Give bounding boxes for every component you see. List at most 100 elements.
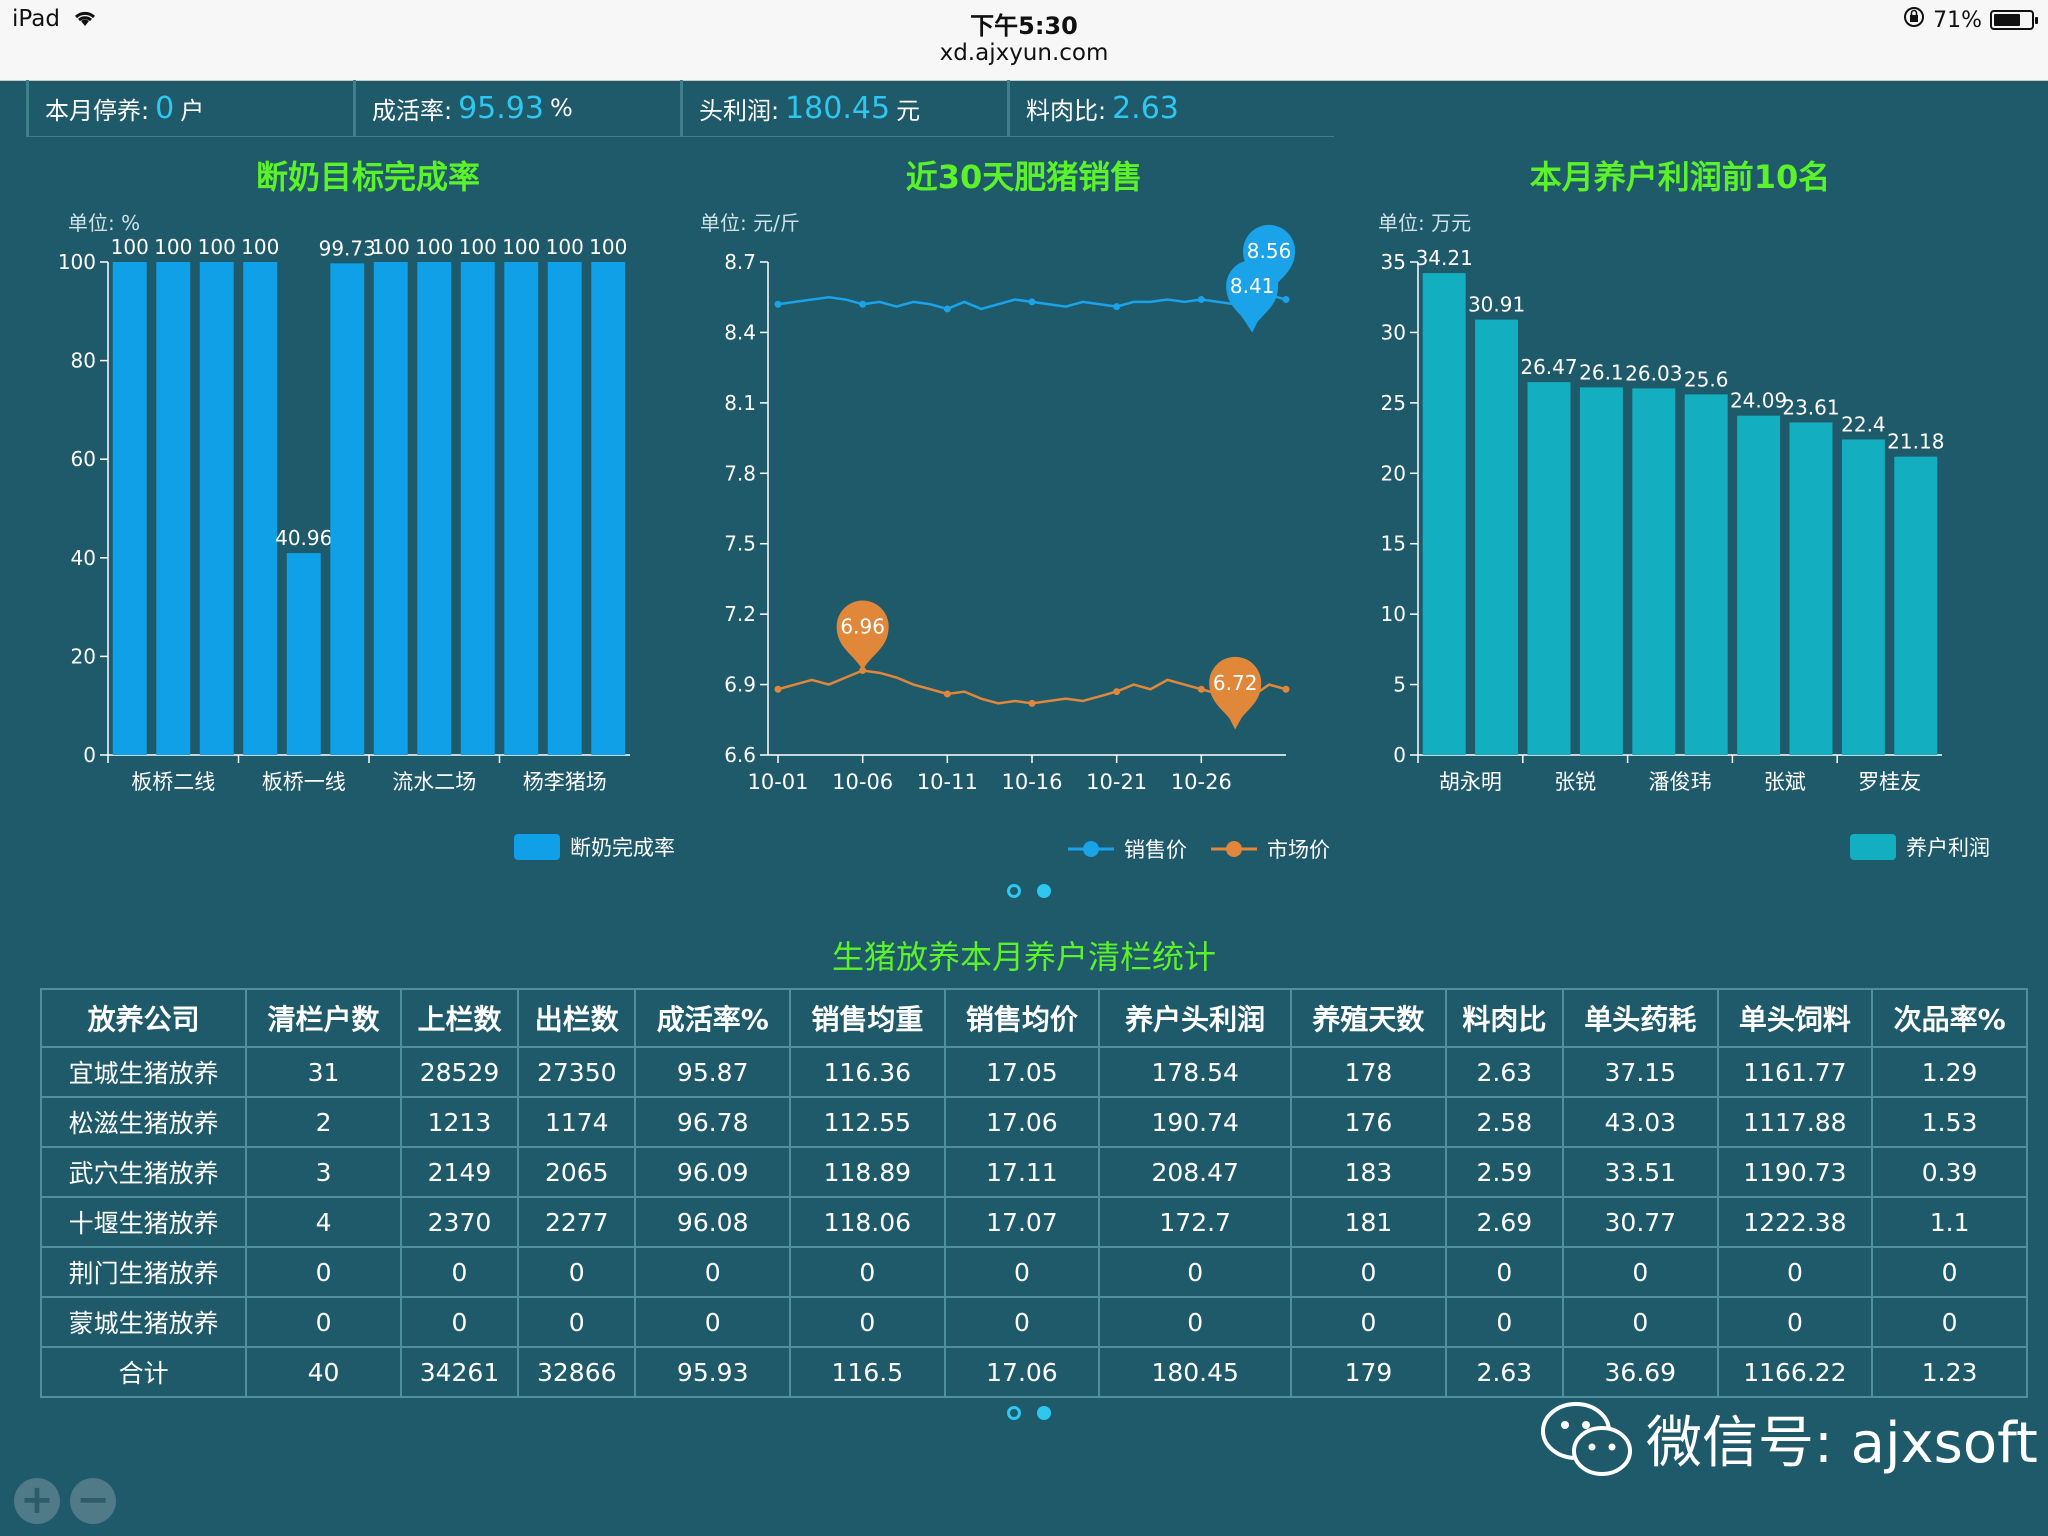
bar-value-label: 26.1: [1579, 360, 1624, 384]
status-right: 71%: [1903, 6, 2038, 34]
stat-label: 料肉比:: [1026, 96, 1107, 125]
table-header-row: 放养公司 清栏户数 上栏数 出栏数 成活率% 销售均重 销售均价 养户头利润 养殖天数 料肉比 单头…: [39, 988, 2028, 1048]
table-cell: 0: [517, 1246, 637, 1298]
weaning-chart-title: 断奶目标完成率: [255, 158, 480, 196]
x-tick-label: 张锐: [1554, 770, 1596, 794]
bar-value-label: 23.61: [1782, 395, 1839, 419]
y-tick-label: 10: [1381, 602, 1406, 626]
bar: [243, 262, 278, 755]
column-header: 上栏数: [399, 988, 520, 1048]
stat-stopped: 本月停养: 0 户: [26, 80, 353, 136]
bar: [112, 262, 147, 755]
carousel-dot-1[interactable]: [1007, 1406, 1021, 1420]
column-header: 出栏数: [517, 988, 637, 1048]
stat-unit: %: [549, 94, 573, 122]
table-cell: 32866: [517, 1346, 637, 1398]
address-bar-url[interactable]: xd.ajxyun.com: [939, 40, 1109, 66]
table-cell: 2: [245, 1096, 402, 1148]
table-cell: 0: [634, 1246, 792, 1298]
marker-pin-label: 8.41: [1230, 274, 1275, 298]
bar: [1632, 388, 1676, 755]
table-cell: 17.07: [943, 1196, 1101, 1248]
bar-value-label: 25.6: [1684, 367, 1729, 391]
watermark-text: 微信号: ajxsoft: [1646, 1411, 2038, 1476]
table-cell: 30.77: [1562, 1196, 1719, 1248]
series-point: [774, 300, 782, 308]
x-tick-label: 潘俊玮: [1649, 770, 1712, 794]
bar: [373, 262, 408, 755]
bar: [1737, 415, 1781, 755]
y-tick-label: 8.7: [724, 250, 756, 274]
sales-legend[interactable]: 销售价 市场价: [1068, 834, 1330, 864]
table-cell: 180.45: [1098, 1346, 1293, 1398]
column-header: 销售均价: [943, 988, 1101, 1048]
table-cell: 28529: [399, 1046, 520, 1098]
table-cell: 1.23: [1871, 1346, 2028, 1398]
y-tick-label: 35: [1381, 250, 1406, 274]
bar-value-label: 100: [589, 235, 627, 259]
series-point: [1197, 296, 1205, 304]
stat-label: 本月停养:: [45, 96, 150, 125]
bar: [1894, 456, 1938, 755]
table-cell: 2.58: [1444, 1096, 1565, 1148]
device-name: iPad: [12, 6, 60, 32]
table-carousel-dots[interactable]: [1007, 1406, 1051, 1420]
x-tick-label: 10-11: [917, 770, 978, 794]
legend-label: 销售价: [1124, 838, 1187, 862]
y-tick-label: 8.4: [724, 320, 756, 344]
table-cell: 十堰生猪放养: [39, 1196, 248, 1248]
stat-feed-ratio: 料肉比: 2.63: [1007, 80, 1334, 136]
bar-value-label: 100: [546, 235, 584, 259]
table-cell: 96.08: [634, 1196, 792, 1248]
table-cell: 95.93: [634, 1346, 792, 1398]
zoom-out-button[interactable]: −: [70, 1478, 116, 1524]
series-point: [859, 300, 867, 308]
carousel-dot-1[interactable]: [1007, 884, 1021, 898]
table-row: 松滋生猪放养 2 1213 1174 96.78 112.55 17.06 190.74 176…: [39, 1096, 2028, 1148]
table-cell: 0.39: [1871, 1146, 2028, 1198]
table-cell: 0: [943, 1246, 1101, 1298]
table-cell: 0: [517, 1296, 637, 1348]
column-header: 养殖天数: [1290, 988, 1447, 1048]
table-cell: 2277: [517, 1196, 637, 1248]
column-header: 成活率%: [634, 988, 792, 1048]
table-cell: 183: [1290, 1146, 1447, 1198]
profit-legend[interactable]: 养户利润: [1850, 832, 1990, 862]
bar-value-label: 100: [372, 235, 410, 259]
column-header: 单头药耗: [1562, 988, 1719, 1048]
weaning-legend[interactable]: 断奶完成率: [514, 832, 675, 862]
table-cell: 0: [1444, 1246, 1565, 1298]
y-tick-label: 100: [58, 250, 96, 274]
table-cell: 176: [1290, 1096, 1447, 1148]
table-cell: 0: [1098, 1296, 1293, 1348]
status-time: 下午5:30: [970, 12, 1078, 40]
bar: [1527, 382, 1571, 755]
carousel-dot-2[interactable]: [1037, 1406, 1051, 1420]
table-cell: 36.69: [1562, 1346, 1719, 1398]
bar: [1789, 422, 1833, 755]
table-cell: 34261: [399, 1346, 520, 1398]
table-cell: 17.05: [943, 1046, 1101, 1098]
table-cell: 17.06: [943, 1096, 1101, 1148]
marker-pin-label: 6.96: [840, 614, 885, 638]
stat-label: 头利润:: [699, 96, 780, 125]
bar-value-label: 100: [198, 235, 236, 259]
table-cell: 0: [399, 1296, 520, 1348]
table-cell: 2.63: [1444, 1046, 1565, 1098]
chart-carousel-dots[interactable]: [1007, 884, 1051, 898]
table-cell: 96.78: [634, 1096, 792, 1148]
legend-label: 市场价: [1267, 838, 1330, 862]
table-cell: 208.47: [1098, 1146, 1293, 1198]
stat-value: 95.93: [458, 90, 544, 126]
zoom-in-button[interactable]: +: [14, 1478, 60, 1524]
carousel-dot-2[interactable]: [1037, 884, 1051, 898]
table-cell: 0: [1444, 1296, 1565, 1348]
y-tick-label: 0: [1393, 743, 1406, 767]
stat-unit: 户: [180, 96, 205, 125]
stat-unit: 元: [896, 96, 921, 125]
table-cell: 178.54: [1098, 1046, 1293, 1098]
marker-pin-shape: [1226, 260, 1279, 331]
table-cell: 2149: [399, 1146, 520, 1198]
bar-value-label: 26.47: [1520, 355, 1577, 379]
y-tick-label: 7.2: [724, 602, 756, 626]
